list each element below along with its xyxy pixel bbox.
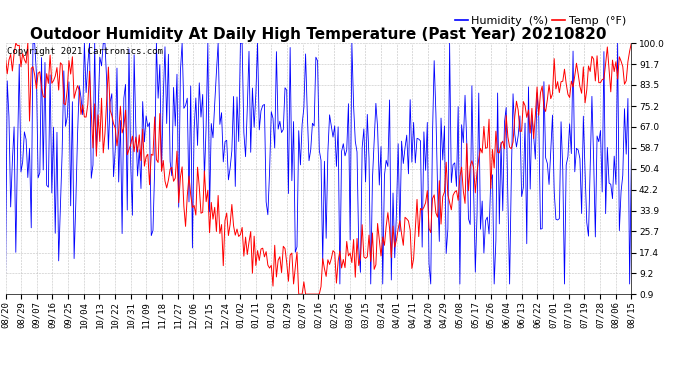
Legend: Humidity  (%), Temp  (°F): Humidity (%), Temp (°F) — [455, 16, 626, 26]
Title: Outdoor Humidity At Daily High Temperature (Past Year) 20210820: Outdoor Humidity At Daily High Temperatu… — [30, 27, 607, 42]
Text: Copyright 2021 Cartronics.com: Copyright 2021 Cartronics.com — [7, 47, 163, 56]
